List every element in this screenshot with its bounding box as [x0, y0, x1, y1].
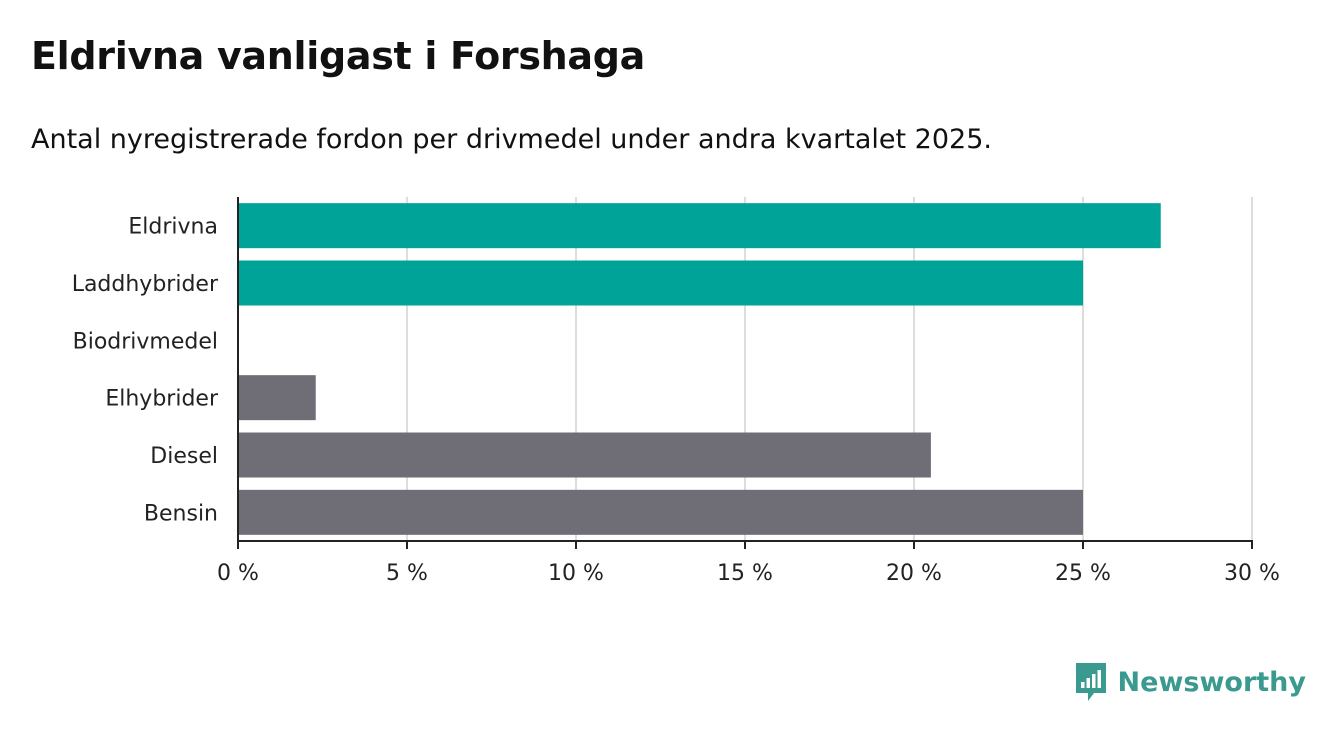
brand-name: Newsworthy [1117, 666, 1306, 698]
x-axis: 0 % 5 % 10 % 15 % 20 % 25 % 30 % [217, 197, 1280, 586]
gridlines [406, 197, 1253, 541]
x-tick-label: 20 % [886, 561, 942, 586]
category-label: Eldrivna [128, 215, 218, 240]
category-label: Biodrivmedel [73, 329, 218, 354]
bar-diesel [238, 432, 931, 478]
newsworthy-logo-icon [1075, 663, 1106, 701]
chart-subtitle: Antal nyregistrerade fordon per drivmede… [31, 124, 992, 155]
bar-laddhybrider [238, 260, 1083, 306]
bars [238, 203, 1161, 535]
x-tick-label: 10 % [548, 561, 604, 586]
category-label: Bensin [144, 501, 218, 526]
category-labels: Eldrivna Laddhybrider Biodrivmedel Elhybrid… [72, 215, 219, 527]
x-tick-label: 5 % [386, 561, 428, 586]
bar-eldrivna [238, 203, 1161, 249]
category-label: Laddhybrider [72, 272, 219, 297]
x-tick-label: 30 % [1224, 561, 1280, 586]
bar-bensin [238, 489, 1083, 535]
bar-elhybrider [238, 375, 316, 421]
x-tick-label: 25 % [1055, 561, 1111, 586]
brand-logo: Newsworthy [1074, 661, 1306, 703]
category-label: Elhybrider [105, 387, 219, 412]
x-tick-label: 15 % [717, 561, 773, 586]
chart-title: Eldrivna vanligast i Forshaga [31, 34, 645, 78]
x-tick-label: 0 % [217, 561, 259, 586]
category-label: Diesel [150, 444, 218, 469]
